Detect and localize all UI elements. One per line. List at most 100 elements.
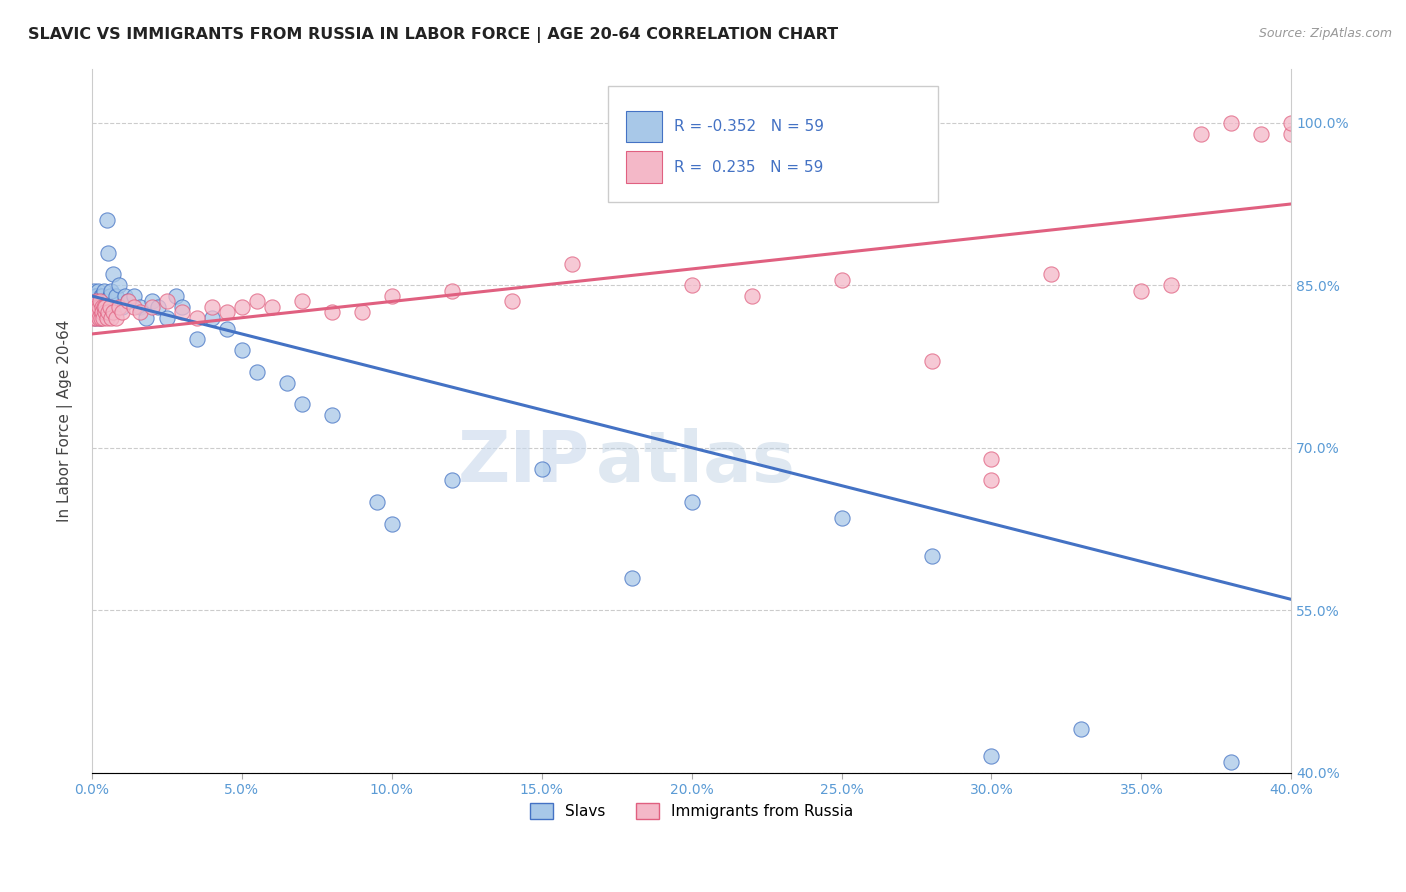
Point (276, 376, 298, 390)
FancyBboxPatch shape (607, 87, 938, 202)
Point (1250, 127, 1272, 141)
Point (87, 284, 110, 298)
Point (980, 473, 1002, 487)
Point (260, 300, 283, 314)
Point (831, 273, 853, 287)
Point (1040, 268, 1063, 282)
Legend: Slavs, Immigrants from Russia: Slavs, Immigrants from Russia (524, 797, 859, 825)
Point (84, 310, 107, 325)
Point (291, 294, 314, 309)
Point (87, 300, 110, 314)
Point (97, 245, 120, 260)
Point (215, 305, 238, 319)
Text: atlas: atlas (596, 428, 796, 498)
Point (501, 294, 523, 309)
Point (156, 294, 179, 309)
Point (921, 354, 943, 368)
Text: R =  0.235   N = 59: R = 0.235 N = 59 (673, 160, 823, 175)
Point (921, 549, 943, 563)
Point (91, 310, 114, 325)
Point (146, 300, 169, 314)
Point (381, 516, 404, 531)
Point (681, 495, 703, 509)
Point (94, 300, 117, 314)
Point (91, 294, 114, 309)
Point (87, 300, 110, 314)
Point (246, 365, 269, 379)
Point (1189, 127, 1212, 141)
Point (86, 310, 108, 325)
Point (1160, 278, 1182, 293)
Point (86, 300, 108, 314)
Point (90, 305, 112, 319)
Point (129, 305, 152, 319)
Point (114, 289, 136, 303)
Text: R = -0.352   N = 59: R = -0.352 N = 59 (673, 120, 824, 135)
Point (83, 300, 105, 314)
Point (366, 495, 388, 509)
Point (440, 284, 463, 298)
Point (681, 278, 703, 293)
Point (561, 256, 583, 270)
Point (86, 300, 108, 314)
Point (170, 300, 193, 314)
Point (129, 300, 152, 314)
Point (86, 289, 108, 303)
Point (1279, 127, 1302, 141)
Point (91, 305, 114, 319)
Point (89, 310, 111, 325)
Point (89, 310, 111, 325)
Point (231, 300, 253, 314)
Point (84, 294, 107, 309)
Point (82, 300, 104, 314)
Point (100, 284, 122, 298)
Point (98, 289, 121, 303)
Point (156, 310, 179, 325)
Point (141, 294, 163, 309)
Point (94, 294, 117, 309)
Point (90, 300, 112, 314)
Point (108, 300, 131, 314)
Point (98, 300, 121, 314)
Point (620, 571, 643, 585)
Point (90, 310, 112, 325)
Point (89, 294, 111, 309)
Point (186, 310, 208, 325)
Point (84, 289, 107, 303)
Point (381, 289, 404, 303)
Point (93, 300, 115, 314)
Point (980, 451, 1002, 466)
Bar (626, 151, 662, 183)
Point (201, 300, 224, 314)
Point (89, 294, 111, 309)
Point (111, 300, 134, 314)
Point (831, 511, 853, 525)
Point (117, 294, 139, 309)
Point (321, 408, 343, 422)
Point (1070, 723, 1092, 737)
Point (90, 289, 112, 303)
Point (104, 289, 127, 303)
Point (83, 284, 105, 298)
Point (82, 310, 104, 325)
Point (90, 300, 112, 314)
Point (530, 462, 553, 476)
Point (84, 305, 107, 319)
Point (86, 294, 108, 309)
Point (246, 294, 269, 309)
Point (440, 473, 463, 487)
Point (231, 343, 253, 358)
Point (111, 305, 134, 319)
Point (122, 289, 145, 303)
Point (980, 749, 1002, 764)
Text: ZIP: ZIP (457, 428, 589, 498)
Point (84, 300, 107, 314)
Point (1220, 116, 1243, 130)
Point (186, 332, 208, 346)
Point (86, 305, 108, 319)
Point (350, 305, 373, 319)
Point (1220, 755, 1243, 769)
Point (135, 310, 157, 325)
Point (291, 397, 314, 411)
Point (117, 294, 139, 309)
